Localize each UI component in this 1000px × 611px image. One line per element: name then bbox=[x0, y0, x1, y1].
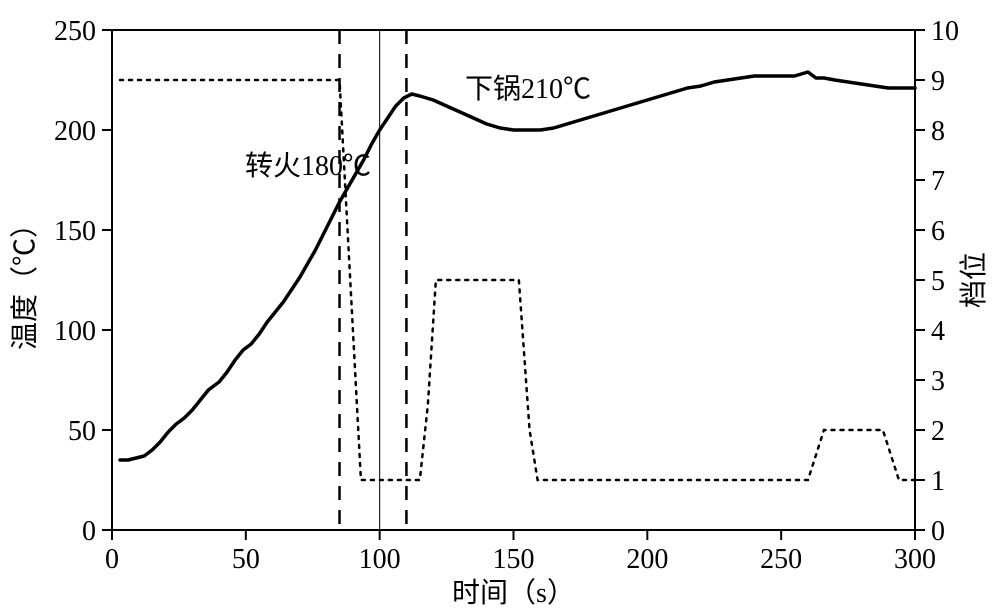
y-right-tick-label: 3 bbox=[931, 366, 945, 397]
y-right-tick-label: 1 bbox=[931, 466, 945, 497]
y-right-tick-label: 4 bbox=[931, 316, 945, 347]
annotation-0: 转火180℃ bbox=[245, 150, 371, 182]
y-right-tick-label: 0 bbox=[931, 516, 945, 547]
x-tick-label: 200 bbox=[626, 544, 668, 575]
y-left-tick-label: 0 bbox=[82, 516, 96, 547]
y-right-tick-label: 6 bbox=[931, 216, 945, 247]
y-left-tick-label: 250 bbox=[54, 16, 96, 47]
chart-container: { "chart": { "type": "line-dual-axis", "… bbox=[0, 0, 1000, 611]
x-tick-label: 50 bbox=[232, 544, 260, 575]
y-left-tick-label: 50 bbox=[68, 416, 96, 447]
y-right-axis-label: 档位 bbox=[958, 252, 990, 308]
y-right-tick-label: 10 bbox=[931, 16, 959, 47]
x-axis-label: 时间（s） bbox=[452, 577, 575, 609]
y-right-tick-label: 5 bbox=[931, 266, 945, 297]
y-right-tick-label: 8 bbox=[931, 116, 945, 147]
y-left-tick-label: 100 bbox=[54, 316, 96, 347]
annotation-1: 下锅210℃ bbox=[465, 73, 591, 105]
x-tick-label: 0 bbox=[105, 544, 119, 575]
y-right-tick-label: 7 bbox=[931, 166, 945, 197]
temperature-series bbox=[120, 72, 915, 460]
dual-axis-chart: 050100150200250300时间（s）050100150200250温度… bbox=[0, 0, 1000, 611]
y-left-axis-label: 温度（℃） bbox=[9, 210, 41, 350]
x-tick-label: 150 bbox=[493, 544, 535, 575]
y-right-tick-label: 2 bbox=[931, 416, 945, 447]
y-left-tick-label: 150 bbox=[54, 216, 96, 247]
y-left-tick-label: 200 bbox=[54, 116, 96, 147]
x-tick-label: 100 bbox=[359, 544, 401, 575]
x-tick-label: 300 bbox=[894, 544, 936, 575]
gear-series bbox=[120, 80, 915, 480]
x-tick-label: 250 bbox=[760, 544, 802, 575]
y-right-tick-label: 9 bbox=[931, 66, 945, 97]
